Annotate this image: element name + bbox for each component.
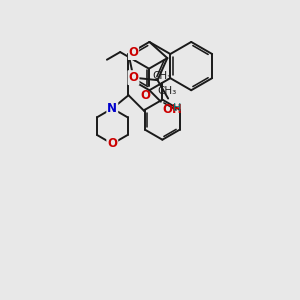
Text: CH₃: CH₃ xyxy=(157,86,176,96)
Text: OH: OH xyxy=(162,103,182,116)
Text: CH₃: CH₃ xyxy=(153,70,172,80)
Text: O: O xyxy=(128,71,139,84)
Text: H: H xyxy=(173,103,182,113)
Text: O: O xyxy=(140,89,151,102)
Text: O: O xyxy=(107,137,117,150)
Text: O: O xyxy=(128,46,139,59)
Text: N: N xyxy=(107,102,117,115)
